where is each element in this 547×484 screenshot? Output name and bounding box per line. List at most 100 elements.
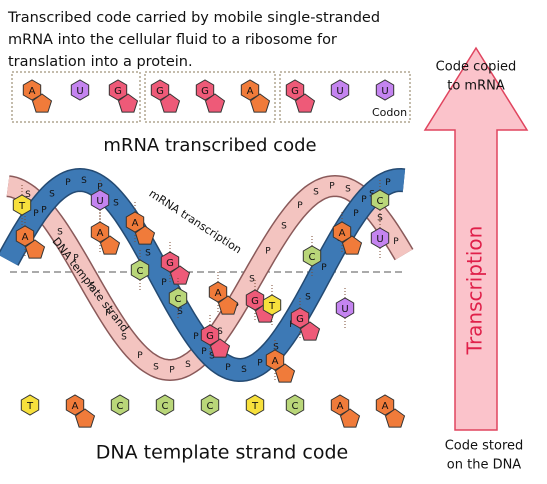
base-ring — [160, 251, 180, 273]
base-ring — [70, 79, 90, 101]
base-letter: C — [117, 401, 124, 412]
base-ring — [22, 79, 42, 101]
backbone-letter: P — [353, 209, 359, 219]
backbone-letter: S — [25, 190, 31, 200]
base-ring — [299, 321, 321, 341]
backbone-letter: P — [201, 347, 207, 357]
base-ring — [209, 338, 231, 358]
base-ring — [341, 235, 363, 255]
backbone-letter: P — [393, 237, 399, 247]
base-ring — [90, 221, 110, 243]
base-ring — [169, 265, 191, 285]
base-letter: G — [251, 296, 259, 307]
backbone-letter: S — [273, 343, 279, 353]
backbone-letter: S — [153, 362, 159, 372]
base-ring — [274, 363, 296, 383]
base-letter: G — [291, 86, 299, 97]
base-letter: U — [76, 86, 83, 97]
base-ring — [130, 259, 150, 281]
backbone-letter: P — [137, 351, 143, 361]
base-letter: T — [268, 301, 276, 312]
base-ring — [240, 79, 260, 101]
base-ring — [12, 194, 32, 216]
base-ring — [117, 93, 139, 113]
base-letter: A — [382, 401, 389, 412]
base-letter: U — [381, 86, 388, 97]
backbone-letter: P — [161, 278, 167, 288]
base-letter: A — [337, 401, 344, 412]
base-letter: A — [215, 288, 222, 299]
backbone-letter: P — [361, 195, 367, 205]
codon-box — [144, 71, 276, 123]
base-ring — [217, 295, 239, 315]
backbone-letter: S — [249, 274, 255, 284]
backbone-letter: S — [241, 365, 247, 375]
base-ring — [195, 79, 215, 101]
codon-box — [279, 71, 411, 123]
arrow-top-text: to mRNA — [447, 79, 505, 94]
base-letter: C — [309, 252, 316, 263]
backbone-letter: S — [49, 189, 55, 199]
backbone-letter: P — [41, 206, 47, 216]
base-letter: C — [207, 401, 214, 412]
base-ring — [65, 394, 85, 416]
base-ring — [150, 79, 170, 101]
backbone-letter: S — [113, 198, 119, 208]
backbone-letter: S — [57, 228, 63, 238]
mrna-strand — [0, 169, 406, 381]
base-letter: C — [377, 196, 384, 207]
base-letter: G — [156, 86, 164, 97]
backbone-letter: S — [345, 184, 351, 194]
base-letter: A — [132, 218, 139, 229]
arrow-top-text: Code copied — [436, 60, 517, 75]
base-ring — [200, 394, 220, 416]
backbone-letter: P — [97, 183, 103, 193]
helix: SSPPSSPPSSPPSSPPSSPPSSPPSSPPSSPPSSPPSSPP… — [0, 167, 414, 383]
base-ring — [335, 297, 355, 319]
base-letter: G — [206, 331, 214, 342]
base-letter: A — [29, 86, 36, 97]
backbone-letter: S — [185, 360, 191, 370]
arrow-bottom-text: Code stored — [445, 439, 524, 454]
base-ring — [24, 239, 46, 259]
base-ring — [168, 287, 188, 309]
mrna-title: mRNA transcribed code — [103, 135, 316, 156]
base-ring — [134, 225, 156, 245]
base-ring — [15, 225, 35, 247]
backbone-letter: P — [33, 209, 39, 219]
arrow-bottom-text: on the DNA — [447, 458, 522, 473]
base-letter: T — [251, 401, 259, 412]
base-letter: C — [162, 401, 169, 412]
base-letter: C — [292, 401, 299, 412]
base-letter: U — [336, 86, 343, 97]
backbone-letter: P — [225, 363, 231, 373]
base-ring — [208, 281, 228, 303]
base-ring — [285, 79, 305, 101]
base-ring — [90, 189, 110, 211]
backbone-letter: S — [81, 176, 87, 186]
base-letter: C — [175, 294, 182, 305]
base-ring — [245, 289, 265, 311]
header-line: mRNA into the cellular fluid to a riboso… — [8, 32, 337, 48]
header-line: translation into a protein. — [8, 54, 193, 70]
base-ring — [204, 93, 226, 113]
base-letter: A — [339, 228, 346, 239]
base-ring — [294, 93, 316, 113]
arrow-label: Transcription — [463, 226, 487, 356]
base-letter: A — [72, 401, 79, 412]
base-letter: A — [272, 356, 279, 367]
codon-box — [11, 71, 141, 123]
base-ring — [370, 189, 390, 211]
backbone-letter: P — [329, 182, 335, 192]
base-letter: U — [96, 196, 103, 207]
base-letter: U — [341, 304, 348, 315]
base-ring — [249, 93, 271, 113]
base-ring — [99, 235, 121, 255]
backbone-letter: P — [321, 263, 327, 273]
backbone-letter: S — [313, 187, 319, 197]
header: Transcribed code carried by mobile singl… — [7, 10, 380, 70]
codon-label: Codon — [372, 106, 407, 119]
base-ring — [20, 394, 40, 416]
backbone-letter: P — [193, 332, 199, 342]
